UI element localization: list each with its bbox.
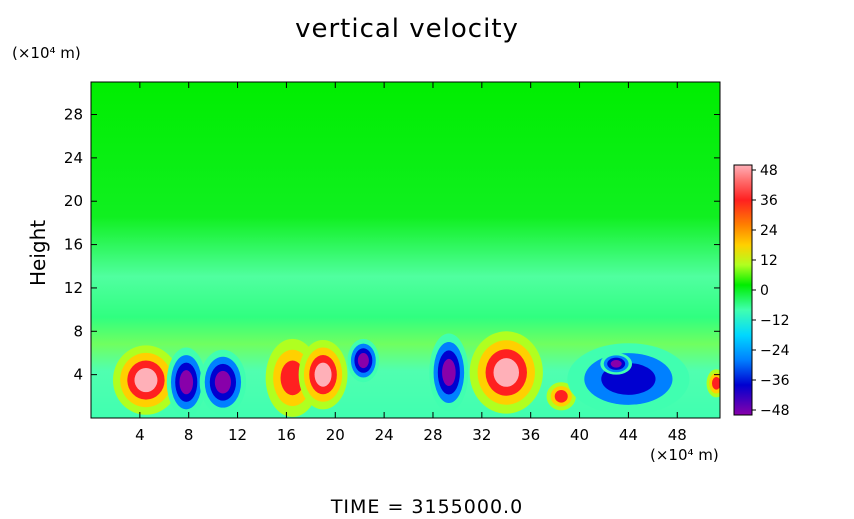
velocity-cell	[554, 390, 568, 403]
velocity-cell	[610, 360, 622, 368]
y-tick-label: 8	[73, 322, 83, 340]
y-axis-label: Height	[26, 219, 50, 286]
colorbar-tick-label: 0	[760, 283, 769, 299]
x-tick-label: 24	[375, 426, 394, 444]
y-tick-label: 16	[64, 236, 83, 254]
colorbar-tick-label: −36	[760, 373, 790, 389]
x-tick-label: 4	[135, 426, 145, 444]
colorbar-tick-label: −12	[760, 313, 790, 329]
velocity-cell	[711, 377, 720, 390]
plot-frame	[90, 81, 721, 419]
y-axis: 4 8 12 16 20 24 28	[64, 106, 720, 384]
y-tick-label: 12	[64, 279, 83, 297]
velocity-cell	[442, 358, 456, 387]
velocity-cell	[214, 370, 231, 394]
velocity-cell	[280, 360, 305, 396]
x-tick-label: 20	[326, 426, 345, 444]
time-footer: TIME = 3155000.0	[330, 496, 524, 518]
colorbar-tick-label: 48	[760, 163, 778, 179]
colorbar-tick-label: −24	[760, 343, 790, 359]
x-tick-label: 48	[668, 426, 687, 444]
colorbar-tick-label: −48	[760, 403, 790, 419]
x-tick-label: 8	[184, 426, 194, 444]
velocity-cell	[357, 353, 369, 369]
y-tick-label: 24	[64, 149, 83, 167]
x-axis: 4 8 12 16 20 24 28 32 36 40 44 48	[135, 82, 687, 444]
x-tick-label: 36	[521, 426, 540, 444]
y-tick-label: 28	[64, 106, 83, 124]
x-tick-label: 12	[228, 426, 247, 444]
y-tick-label: 4	[73, 366, 83, 384]
colorbar	[733, 164, 753, 416]
velocity-cell	[179, 370, 194, 395]
chart-title: vertical velocity	[295, 14, 519, 44]
colorbar-ticks: 48 36 24 12 0 −12 −24 −36 −48	[752, 163, 790, 419]
x-tick-label: 32	[472, 426, 491, 444]
x-tick-label: 28	[423, 426, 442, 444]
y-axis-units: (×10⁴ m)	[12, 44, 81, 62]
velocity-cell	[134, 368, 158, 393]
colorbar-tick-label: 36	[760, 193, 778, 209]
y-tick-label: 20	[64, 192, 83, 210]
velocity-cell	[314, 362, 332, 387]
velocity-cell	[493, 358, 520, 387]
velocity-features	[112, 331, 720, 417]
x-tick-label: 44	[619, 426, 638, 444]
colorbar-tick-label: 24	[760, 223, 778, 239]
colorbar-tick-label: 12	[760, 253, 778, 269]
x-tick-label: 16	[277, 426, 296, 444]
x-axis-units: (×10⁴ m)	[650, 446, 719, 464]
x-tick-label: 40	[570, 426, 589, 444]
